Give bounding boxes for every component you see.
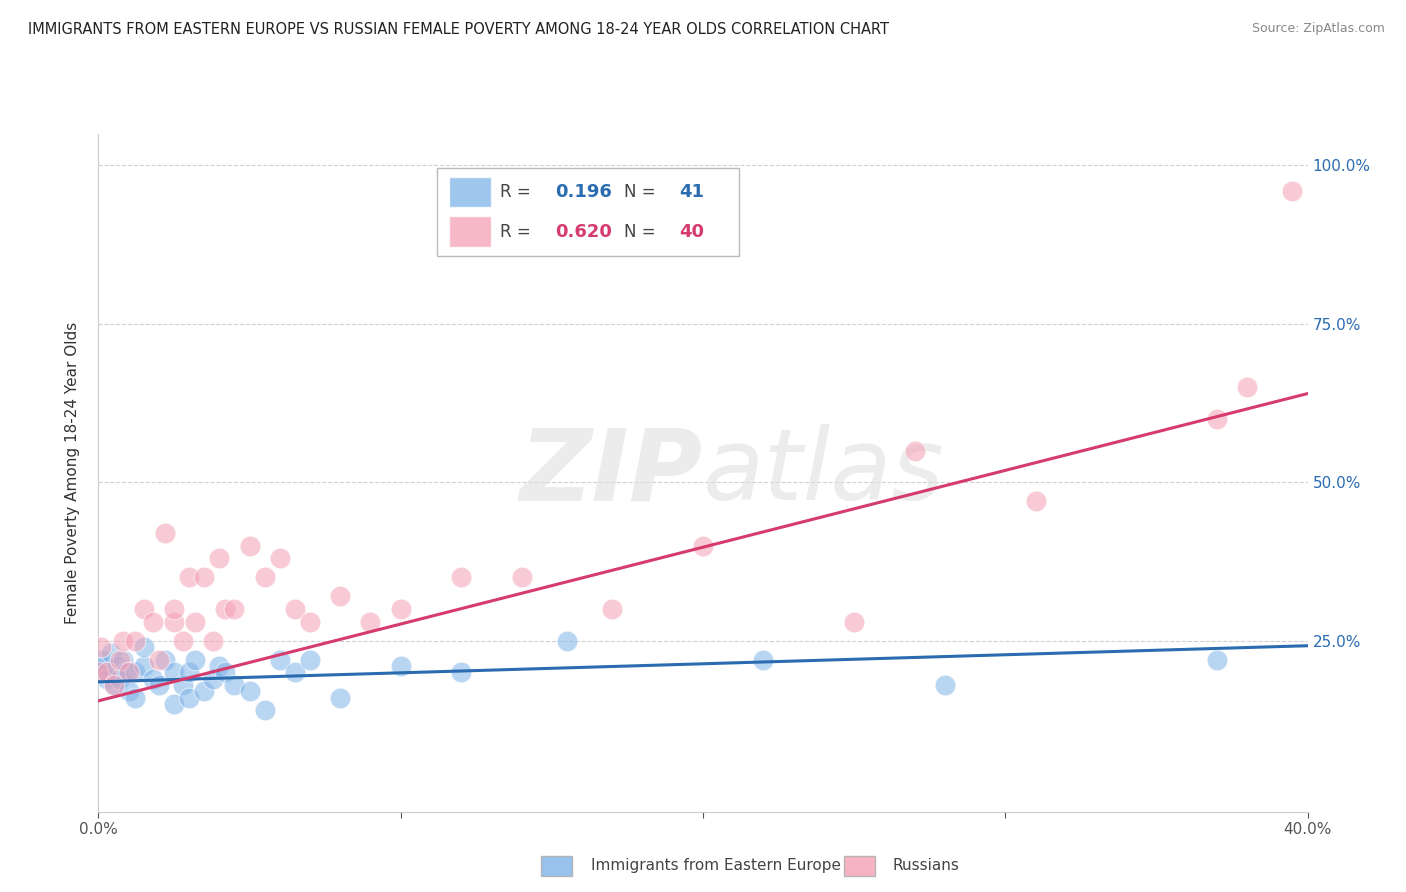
Text: atlas: atlas [703,425,945,521]
Point [142,615,165,629]
Point [148,678,170,692]
Point [253,703,276,717]
Point [108,672,131,686]
Point [87,665,110,680]
Point [1206,653,1229,667]
Point [100,646,122,660]
Point [114,665,136,680]
Point [153,525,176,540]
Point [111,633,134,648]
Point [1281,184,1303,198]
Point [153,653,176,667]
Point [224,602,246,616]
Point [202,633,225,648]
Point [111,653,134,667]
Point [692,539,714,553]
Point [179,570,201,584]
Point [450,665,472,680]
Point [214,602,236,616]
Point [124,665,146,680]
Point [103,678,125,692]
Point [184,653,207,667]
Point [105,659,128,673]
Point [934,678,956,692]
Point [269,551,291,566]
Point [239,539,262,553]
Point [118,684,141,698]
FancyBboxPatch shape [449,177,492,207]
Point [103,678,125,692]
Text: IMMIGRANTS FROM EASTERN EUROPE VS RUSSIAN FEMALE POVERTY AMONG 18-24 YEAR OLDS C: IMMIGRANTS FROM EASTERN EUROPE VS RUSSIA… [28,22,889,37]
Text: N =: N = [624,183,661,201]
Point [904,443,927,458]
Point [124,633,146,648]
Point [269,653,291,667]
Point [93,659,115,673]
Point [142,672,165,686]
Point [299,653,322,667]
Point [208,551,231,566]
Point [193,570,215,584]
Y-axis label: Female Poverty Among 18-24 Year Olds: Female Poverty Among 18-24 Year Olds [65,322,80,624]
Point [224,678,246,692]
Point [1024,494,1046,508]
Point [132,602,155,616]
Text: N =: N = [624,223,661,241]
Point [90,640,112,654]
Point [108,653,131,667]
Point [602,602,624,616]
Text: 0.620: 0.620 [555,223,612,241]
FancyBboxPatch shape [449,216,492,247]
Text: ZIP: ZIP [520,425,703,521]
Text: 41: 41 [679,183,704,201]
Point [148,653,170,667]
Point [239,684,262,698]
Point [179,690,201,705]
Point [202,672,225,686]
Point [118,665,141,680]
Point [132,640,155,654]
Point [184,615,207,629]
Point [96,672,118,686]
Point [163,665,186,680]
Point [389,659,412,673]
Point [163,602,186,616]
Point [193,684,215,698]
Point [329,690,352,705]
Point [752,653,775,667]
Point [172,678,194,692]
Point [208,659,231,673]
Point [555,633,578,648]
Point [1206,412,1229,426]
Text: R =: R = [501,223,537,241]
FancyBboxPatch shape [437,168,740,256]
Point [253,570,276,584]
Point [90,653,112,667]
Point [329,590,352,604]
Point [284,602,307,616]
Point [360,615,382,629]
Point [844,615,866,629]
Point [1236,380,1258,394]
Point [132,659,155,673]
Point [172,633,194,648]
Point [179,665,201,680]
Point [389,602,412,616]
Point [163,697,186,711]
Point [510,570,533,584]
Point [163,615,186,629]
Point [284,665,307,680]
Text: 40: 40 [679,223,704,241]
Point [124,690,146,705]
Point [87,665,110,680]
Text: 0.196: 0.196 [555,183,612,201]
Text: Immigrants from Eastern Europe: Immigrants from Eastern Europe [591,858,841,872]
Point [214,665,236,680]
Text: R =: R = [501,183,537,201]
Point [450,570,472,584]
Point [299,615,322,629]
Text: Source: ZipAtlas.com: Source: ZipAtlas.com [1251,22,1385,36]
Text: Russians: Russians [893,858,960,872]
Point [96,665,118,680]
